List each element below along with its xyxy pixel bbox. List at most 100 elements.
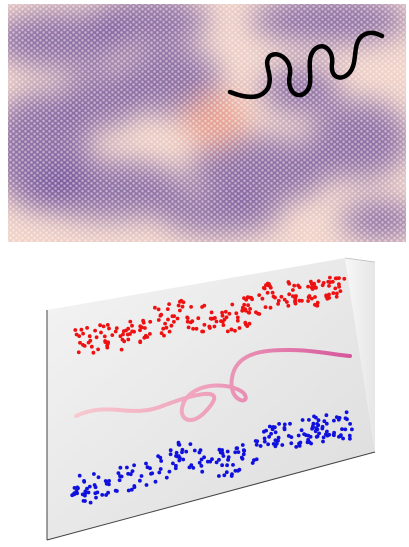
point: [215, 320, 219, 324]
point: [299, 441, 303, 445]
point: [337, 276, 341, 280]
point: [326, 280, 330, 284]
point: [169, 448, 173, 452]
point: [217, 474, 221, 478]
point: [238, 468, 242, 472]
point: [255, 439, 259, 443]
point: [224, 310, 228, 314]
point: [156, 454, 160, 458]
point: [94, 496, 98, 500]
point: [248, 296, 252, 300]
point: [314, 416, 318, 420]
point: [283, 426, 287, 430]
point: [144, 462, 148, 466]
point: [259, 444, 263, 448]
point: [145, 335, 149, 339]
point: [168, 330, 172, 334]
point: [274, 430, 278, 434]
point: [170, 324, 174, 328]
point: [126, 327, 130, 331]
point: [138, 324, 142, 328]
point: [81, 332, 85, 336]
point: [226, 450, 230, 454]
point: [168, 470, 172, 474]
point: [189, 305, 193, 309]
point: [184, 450, 188, 454]
point: [325, 297, 329, 301]
point: [159, 459, 163, 463]
point: [277, 422, 281, 426]
point: [148, 332, 152, 336]
point: [220, 448, 224, 452]
point: [176, 317, 180, 321]
point: [244, 309, 248, 313]
point: [233, 329, 237, 333]
point: [90, 345, 94, 349]
point: [316, 427, 320, 431]
point: [85, 326, 89, 330]
point: [117, 471, 121, 475]
point: [182, 300, 186, 304]
point: [348, 434, 352, 438]
point: [315, 422, 319, 426]
figure: [0, 0, 409, 547]
point: [104, 493, 108, 497]
point: [269, 432, 273, 436]
point: [203, 323, 207, 327]
point: [88, 334, 92, 338]
point: [283, 298, 287, 302]
point: [213, 325, 217, 329]
point: [208, 460, 212, 464]
point: [198, 451, 202, 455]
point: [121, 338, 125, 342]
point: [238, 326, 242, 330]
lattice-sites: [8, 4, 406, 242]
point: [317, 279, 321, 283]
point: [245, 324, 249, 328]
point: [269, 286, 273, 290]
lattice-panel: [0, 0, 409, 242]
point: [103, 340, 107, 344]
point: [301, 418, 305, 422]
point: [200, 470, 204, 474]
point: [230, 474, 234, 478]
point: [187, 326, 191, 330]
point: [286, 304, 290, 308]
projection-panel: [47, 258, 375, 540]
point: [236, 319, 240, 323]
point: [272, 442, 276, 446]
point: [322, 436, 326, 440]
point: [98, 323, 102, 327]
point: [325, 413, 329, 417]
point: [107, 327, 111, 331]
point: [107, 483, 111, 487]
point: [75, 491, 79, 495]
point: [171, 462, 175, 466]
point: [325, 422, 329, 426]
point: [242, 303, 246, 307]
point: [96, 348, 100, 352]
point: [89, 501, 93, 505]
point: [233, 450, 237, 454]
point: [133, 485, 137, 489]
point: [327, 284, 331, 288]
point: [167, 302, 171, 306]
point: [96, 491, 100, 495]
point: [287, 292, 291, 296]
point: [332, 433, 336, 437]
point: [213, 316, 217, 320]
point: [325, 430, 329, 434]
point: [345, 410, 349, 414]
point: [193, 449, 197, 453]
point: [246, 303, 250, 307]
point: [337, 282, 341, 286]
point: [266, 291, 270, 295]
point: [88, 485, 92, 489]
point: [309, 435, 313, 439]
point: [287, 282, 291, 286]
point: [222, 454, 226, 458]
point: [141, 319, 145, 323]
point: [225, 470, 229, 474]
point: [191, 327, 195, 331]
point: [88, 339, 92, 343]
